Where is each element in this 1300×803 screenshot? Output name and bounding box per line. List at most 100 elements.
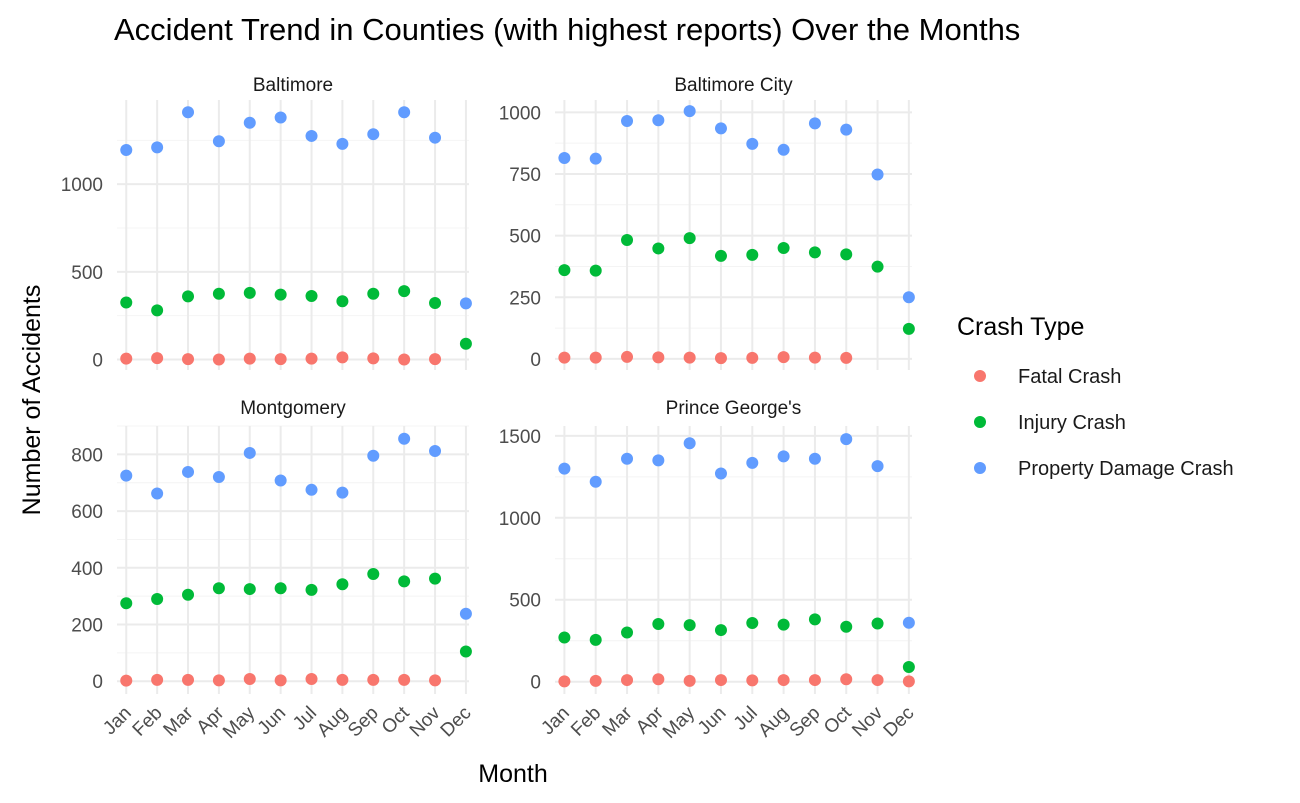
point-injury-crash xyxy=(367,287,380,300)
point-fatal-crash xyxy=(367,673,380,686)
point-injury-crash xyxy=(902,322,915,335)
panel-prince-george-s: Prince George's050010001500JanFebMarAprM… xyxy=(499,398,919,743)
point-fatal-crash xyxy=(274,674,287,687)
y-tick-label: 500 xyxy=(509,591,541,612)
point-injury-crash xyxy=(120,296,133,309)
y-tick-label: 0 xyxy=(530,673,541,694)
point-property-damage-crash xyxy=(777,450,790,463)
point-injury-crash xyxy=(243,286,256,299)
point-fatal-crash xyxy=(808,351,821,364)
panel-title: Prince George's xyxy=(666,398,802,419)
point-property-damage-crash xyxy=(243,446,256,459)
point-injury-crash xyxy=(558,264,571,277)
legend-label: Property Damage Crash xyxy=(1018,458,1234,480)
point-property-damage-crash xyxy=(714,122,727,135)
point-injury-crash xyxy=(871,260,884,273)
point-property-damage-crash xyxy=(336,137,349,150)
point-injury-crash xyxy=(902,660,915,673)
y-tick-label: 250 xyxy=(509,288,541,309)
point-injury-crash xyxy=(621,234,634,247)
point-property-damage-crash xyxy=(902,616,915,629)
point-property-damage-crash xyxy=(683,437,696,450)
point-property-damage-crash xyxy=(840,123,853,136)
x-tick-label: Nov xyxy=(406,702,445,741)
point-fatal-crash xyxy=(212,674,225,687)
point-fatal-crash xyxy=(652,351,665,364)
point-property-damage-crash xyxy=(459,297,472,310)
y-axis-title: Number of Accidents xyxy=(18,285,46,516)
point-injury-crash xyxy=(589,633,602,646)
point-property-damage-crash xyxy=(429,444,442,457)
point-injury-crash xyxy=(840,248,853,261)
facet-panels: Baltimore 0 500 1000 Baltimore City 0 250 500 75… xyxy=(61,75,919,743)
y-tick-label: 800 xyxy=(71,445,103,466)
panel-montgomery: Montgomery0200400600800JanFebMarAprMayJu… xyxy=(71,398,475,743)
x-axis-title: Month xyxy=(478,760,547,788)
point-fatal-crash xyxy=(683,351,696,364)
point-property-damage-crash xyxy=(652,454,665,467)
point-fatal-crash xyxy=(243,352,256,365)
point-fatal-crash xyxy=(714,674,727,687)
point-fatal-crash xyxy=(151,673,164,686)
point-property-damage-crash xyxy=(367,128,380,141)
point-injury-crash xyxy=(652,242,665,255)
panel-title: Baltimore City xyxy=(674,75,793,96)
point-property-damage-crash xyxy=(871,460,884,473)
point-fatal-crash xyxy=(808,674,821,687)
x-tick-label: May xyxy=(659,702,700,743)
point-injury-crash xyxy=(621,626,634,639)
x-tick-label: Dec xyxy=(880,703,919,742)
point-fatal-crash xyxy=(274,353,287,366)
point-injury-crash xyxy=(305,583,318,596)
x-tick-label: Feb xyxy=(129,703,167,741)
point-property-damage-crash xyxy=(274,111,287,124)
point-fatal-crash xyxy=(777,351,790,364)
point-property-damage-crash xyxy=(589,152,602,165)
point-fatal-crash xyxy=(243,672,256,685)
x-tick-label: Sep xyxy=(344,703,383,742)
point-property-damage-crash xyxy=(459,607,472,620)
point-property-damage-crash xyxy=(840,433,853,446)
y-tick-label: 0 xyxy=(92,672,103,693)
point-fatal-crash xyxy=(398,353,411,366)
point-injury-crash xyxy=(151,304,164,317)
point-injury-crash xyxy=(182,290,195,303)
point-injury-crash xyxy=(243,583,256,596)
x-tick-label: Aug xyxy=(313,703,352,742)
point-injury-crash xyxy=(714,624,727,637)
point-fatal-crash xyxy=(305,672,318,685)
legend-label: Fatal Crash xyxy=(1018,366,1121,388)
legend-label: Injury Crash xyxy=(1018,412,1126,434)
point-property-damage-crash xyxy=(305,483,318,496)
y-tick-label: 200 xyxy=(71,616,103,637)
panel-baltimore-city: Baltimore City 0 250 500 750 1000 xyxy=(499,75,915,371)
point-injury-crash xyxy=(808,246,821,259)
point-fatal-crash xyxy=(212,353,225,366)
y-tick-label: 1000 xyxy=(499,509,541,530)
point-injury-crash xyxy=(429,572,442,585)
point-property-damage-crash xyxy=(212,135,225,148)
legend: Crash Type Fatal Crash Injury Crash Proper… xyxy=(957,313,1234,480)
point-fatal-crash xyxy=(558,675,571,688)
point-property-damage-crash xyxy=(652,114,665,127)
y-tick-label: 600 xyxy=(71,502,103,523)
point-property-damage-crash xyxy=(120,469,133,482)
point-fatal-crash xyxy=(336,673,349,686)
point-fatal-crash xyxy=(305,352,318,365)
point-injury-crash xyxy=(746,248,759,261)
y-tick-label: 500 xyxy=(509,227,541,248)
point-injury-crash xyxy=(746,617,759,630)
point-injury-crash xyxy=(558,631,571,644)
point-injury-crash xyxy=(777,241,790,254)
point-injury-crash xyxy=(336,295,349,308)
point-property-damage-crash xyxy=(151,141,164,154)
point-fatal-crash xyxy=(871,674,884,687)
point-fatal-crash xyxy=(621,674,634,687)
point-injury-crash xyxy=(274,288,287,301)
x-tick-label: Jun xyxy=(694,703,731,740)
legend-key-injury-crash xyxy=(974,416,986,428)
point-property-damage-crash xyxy=(398,106,411,119)
x-tick-label: Jun xyxy=(254,703,291,740)
x-tick-label: Dec xyxy=(437,703,476,742)
point-fatal-crash xyxy=(840,351,853,364)
